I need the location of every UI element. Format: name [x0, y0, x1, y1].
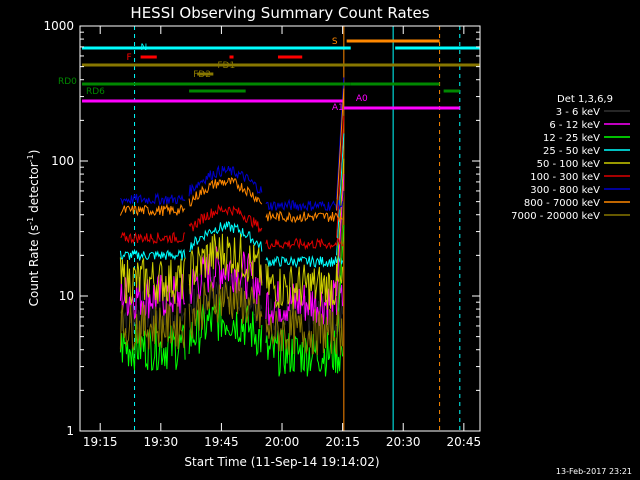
x-tick-label: 19:30: [144, 435, 179, 449]
legend-entry-label: 3 - 6 keV: [556, 107, 600, 118]
y-axis-label-end: ): [27, 150, 41, 155]
series-flare-rise: [336, 133, 345, 256]
legend-entry-label: 6 - 12 keV: [549, 120, 600, 131]
plot-frame: [79, 25, 481, 432]
flag-label: RD6: [86, 87, 105, 97]
flag-label: RD0: [58, 77, 77, 87]
series-flare-rise: [336, 88, 345, 211]
y-tick-label: 1000: [43, 19, 74, 33]
y-tick-label: 10: [59, 289, 74, 303]
footer-date: 13-Feb-2017 23:21: [556, 467, 632, 476]
legend-entry-label: 100 - 300 keV: [530, 172, 600, 183]
x-tick-label: 20:45: [447, 435, 482, 449]
legend-entry-label: 300 - 800 keV: [530, 185, 600, 196]
x-tick-label: 20:15: [325, 435, 360, 449]
legend-entry-label: 800 - 7000 keV: [524, 198, 600, 209]
axis-ticks: 19:15 19:30 19:45 20:00 20:15 20:30 20:45 1 10 10…: [43, 19, 481, 449]
series-line: [120, 203, 344, 251]
x-tick-label: 19:15: [83, 435, 118, 449]
y-axis-label: Count Rate (s-1 detector-1): [26, 150, 41, 307]
flag-label: FD1: [217, 61, 235, 71]
legend-entry-label: 50 - 100 keV: [537, 159, 601, 170]
y-axis-label-main: Count Rate (s: [27, 225, 41, 307]
series-line: [119, 176, 343, 224]
legend-entry-label: 12 - 25 keV: [543, 133, 600, 144]
legend-entry-label: 25 - 50 keV: [543, 146, 600, 157]
y-axis-label-mid: detector: [27, 162, 41, 217]
x-tick-label: 20:30: [386, 435, 421, 449]
legend: Det 1,3,6,9 3 - 6 keV 6 - 12 keV 12 - 25 ke…: [511, 94, 630, 222]
series-line: [119, 277, 344, 356]
y-tick-label: 1: [66, 424, 74, 438]
x-tick-label: 19:45: [204, 435, 239, 449]
flag-label: F: [127, 53, 132, 63]
y-axis-label-sup1: -1: [26, 217, 35, 225]
series-line: [119, 220, 344, 269]
series-line: [120, 164, 344, 212]
series-line: [119, 295, 344, 377]
x-tick-label: 20:00: [265, 435, 300, 449]
y-tick-label: 100: [51, 154, 74, 168]
flag-label: FD2: [193, 70, 211, 80]
legend-title: Det 1,3,6,9: [557, 94, 613, 105]
series-flare-rise: [336, 190, 345, 313]
y-axis-label-sup2: -1: [26, 154, 35, 162]
flag-label: A1: [332, 103, 344, 113]
chart-title: HESSI Observing Summary Count Rates: [130, 4, 429, 22]
series-flare-rise: [336, 204, 345, 326]
series-flare-rise: [336, 77, 345, 200]
flag-label: A0: [356, 94, 368, 104]
flag-label: S: [332, 37, 338, 47]
plot-area: NF FD1 FD2 S RD0 RD6 A1 A0: [58, 26, 480, 431]
flag-label: N: [141, 43, 148, 53]
x-axis-label: Start Time (11-Sep-14 19:14:02): [184, 455, 379, 469]
series-line: [119, 233, 344, 311]
legend-entry-label: 7000 - 20000 keV: [511, 211, 600, 222]
